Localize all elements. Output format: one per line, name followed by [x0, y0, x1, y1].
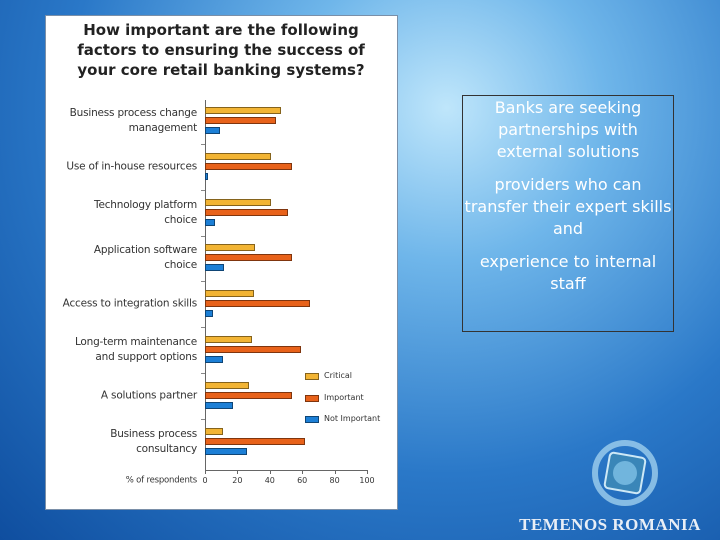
category-label: Business process consultancy — [110, 427, 197, 455]
category-label: Business process change management — [69, 107, 198, 134]
bar — [205, 401, 233, 409]
footer: TEMENOS ROMANIA — [519, 515, 701, 534]
bar — [205, 391, 293, 399]
chart-title: How important are the following factors … — [77, 21, 365, 79]
chart-panel — [45, 15, 398, 510]
x-tick-label: 0 — [202, 476, 208, 485]
legend-swatch — [305, 416, 319, 423]
x-tick — [334, 470, 336, 474]
legend-swatch — [305, 373, 319, 380]
legend-label: Not Important — [324, 414, 381, 423]
bar — [205, 218, 215, 226]
legend-label: Critical — [324, 371, 352, 380]
x-tick — [269, 470, 271, 474]
x-tick — [302, 470, 304, 474]
bar — [205, 437, 306, 445]
category-label: Long-term maintenance and support option… — [74, 336, 197, 363]
bar — [205, 107, 282, 114]
group-separator — [201, 372, 205, 374]
x-axis — [205, 470, 367, 471]
bar — [205, 172, 209, 180]
x-tick-label: 80 — [329, 476, 340, 485]
group-separator — [201, 235, 205, 237]
paragraph: providers who can transfer their expert … — [464, 175, 672, 238]
paragraph: experience to internal staff — [479, 252, 657, 293]
bar — [205, 208, 288, 216]
bar — [205, 356, 223, 363]
bar — [205, 447, 248, 455]
group-separator — [201, 143, 205, 145]
bar — [205, 310, 214, 318]
bar — [205, 117, 277, 124]
x-tick-label: 60 — [297, 476, 308, 485]
x-tick-label: 20 — [232, 476, 243, 485]
bar — [205, 152, 272, 160]
group-separator — [201, 418, 205, 420]
bar — [205, 198, 272, 206]
category-label: Technology platform choice — [94, 198, 197, 226]
category-label: Use of in-house resources — [66, 160, 197, 173]
legend-swatch — [305, 394, 319, 402]
bar — [205, 381, 249, 389]
category-label: Application software choice — [93, 244, 197, 272]
x-tick — [237, 470, 239, 474]
legend-label: Important — [324, 392, 364, 402]
group-separator — [201, 327, 205, 329]
x-tick — [367, 470, 368, 474]
paragraph: Banks are seeking partnerships with exte… — [494, 98, 642, 161]
bar — [205, 290, 254, 298]
bar — [205, 264, 225, 272]
group-separator — [201, 189, 205, 191]
bar — [205, 162, 293, 170]
category-label: A solutions partner — [100, 389, 197, 402]
bar — [205, 346, 301, 353]
group-separator — [201, 281, 205, 283]
bar — [205, 336, 252, 343]
x-axis-label: % of respondents — [125, 475, 197, 486]
x-tick-label: 40 — [264, 476, 275, 485]
bar — [205, 244, 256, 252]
bar — [205, 300, 311, 308]
y-axis — [205, 100, 206, 470]
x-tick-label: 100 — [359, 476, 375, 485]
category-label: Access to integration skills — [62, 297, 198, 310]
bar — [205, 127, 220, 134]
x-tick — [205, 470, 206, 474]
bar — [205, 254, 293, 262]
logo — [592, 440, 658, 506]
text-box: Banks are seeking partnerships with exte… — [462, 95, 674, 332]
bar — [205, 427, 223, 435]
